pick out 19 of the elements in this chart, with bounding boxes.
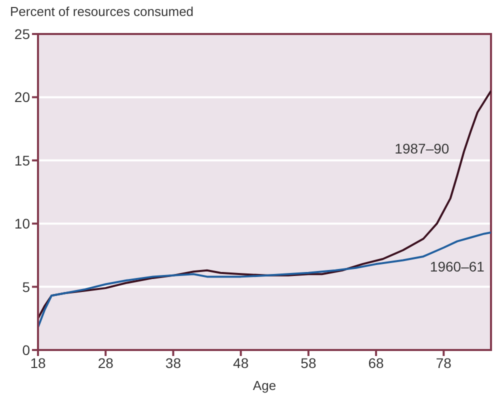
x-tick-label: 18	[30, 354, 46, 371]
x-tick-label: 78	[436, 354, 452, 371]
x-axis-title: Age	[252, 378, 276, 393]
x-tick-label: 38	[165, 354, 182, 371]
series-label: 1960–61	[430, 258, 485, 274]
y-tick-label: 0	[22, 342, 30, 358]
line-series	[38, 231, 491, 328]
x-tick-label: 48	[233, 354, 249, 371]
y-tick-label: 5	[22, 278, 30, 295]
x-tick-label: 58	[300, 354, 316, 371]
y-tick-label: 10	[14, 216, 30, 232]
y-tick-label: 25	[14, 26, 30, 42]
series-label: 1987–90	[394, 140, 450, 157]
y-tick-label: 15	[14, 152, 30, 168]
x-tick-label: 28	[98, 354, 114, 371]
y-axis-title: Percent of resources consumed	[10, 4, 194, 19]
y-tick-label: 20	[14, 89, 30, 106]
x-tick-label: 68	[368, 354, 384, 371]
line-series	[38, 90, 491, 320]
